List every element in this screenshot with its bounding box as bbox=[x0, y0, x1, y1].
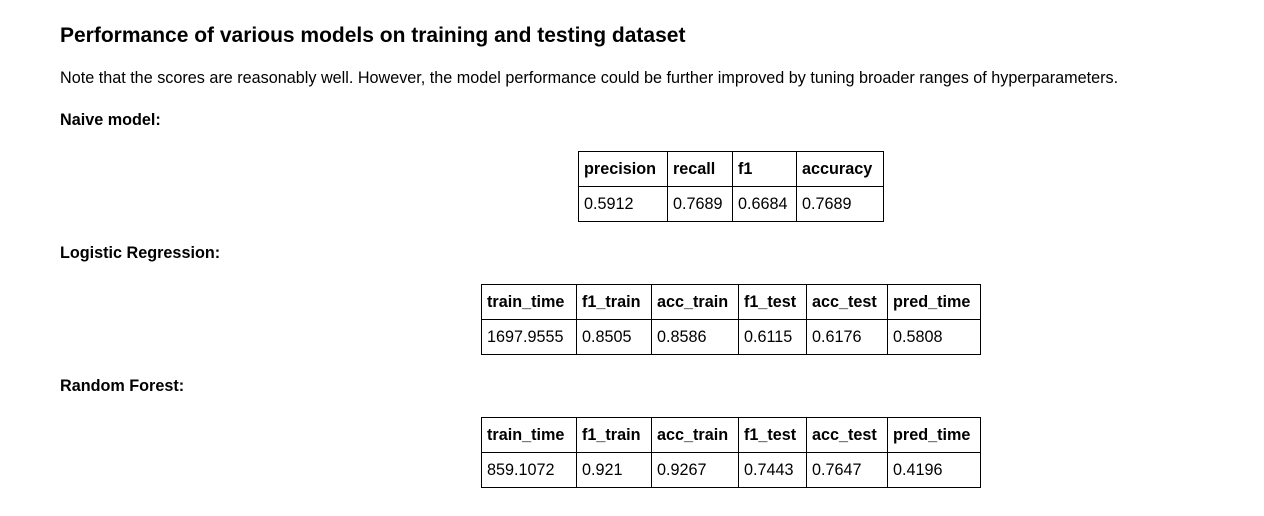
column-header: f1_test bbox=[738, 417, 807, 453]
page-title: Performance of various models on trainin… bbox=[60, 24, 686, 47]
column-header: train_time bbox=[481, 284, 577, 320]
table-cell: 0.8586 bbox=[651, 319, 739, 355]
table-cell: 0.5808 bbox=[887, 319, 981, 355]
table-cell: 0.5912 bbox=[578, 186, 668, 222]
random-forest-table: train_time f1_train acc_train f1_test ac… bbox=[481, 417, 981, 488]
table-cell: 0.8505 bbox=[576, 319, 652, 355]
column-header: f1 bbox=[732, 151, 797, 187]
table-cell: 0.4196 bbox=[887, 452, 981, 488]
column-header: acc_test bbox=[806, 284, 888, 320]
column-header: precision bbox=[578, 151, 668, 187]
table-cell: 0.7689 bbox=[796, 186, 884, 222]
note-text: Note that the scores are reasonably well… bbox=[60, 69, 1119, 87]
column-header: train_time bbox=[481, 417, 577, 453]
table-row: 0.5912 0.7689 0.6684 0.7689 bbox=[578, 186, 884, 222]
column-header: pred_time bbox=[887, 417, 981, 453]
column-header: acc_test bbox=[806, 417, 888, 453]
table-cell: 0.7647 bbox=[806, 452, 888, 488]
table-row: 1697.9555 0.8505 0.8586 0.6115 0.6176 0.… bbox=[481, 319, 981, 355]
table-row: 859.1072 0.921 0.9267 0.7443 0.7647 0.41… bbox=[481, 452, 981, 488]
table-cell: 859.1072 bbox=[481, 452, 577, 488]
section-label-naive-model: Naive model: bbox=[60, 111, 161, 129]
section-label-random-forest: Random Forest: bbox=[60, 377, 185, 395]
column-header: acc_train bbox=[651, 284, 739, 320]
table-cell: 0.921 bbox=[576, 452, 652, 488]
table-header-row: train_time f1_train acc_train f1_test ac… bbox=[481, 284, 981, 320]
table-cell: 0.6115 bbox=[738, 319, 807, 355]
table-cell: 0.9267 bbox=[651, 452, 739, 488]
table-cell: 0.7689 bbox=[667, 186, 733, 222]
table-cell: 0.6684 bbox=[732, 186, 797, 222]
column-header: pred_time bbox=[887, 284, 981, 320]
column-header: f1_train bbox=[576, 417, 652, 453]
table-header-row: train_time f1_train acc_train f1_test ac… bbox=[481, 417, 981, 453]
column-header: accuracy bbox=[796, 151, 884, 187]
table-cell: 0.7443 bbox=[738, 452, 807, 488]
table-header-row: precision recall f1 accuracy bbox=[578, 151, 884, 187]
column-header: recall bbox=[667, 151, 733, 187]
section-label-logistic-regression: Logistic Regression: bbox=[60, 244, 221, 262]
column-header: f1_test bbox=[738, 284, 807, 320]
naive-model-table: precision recall f1 accuracy 0.5912 0.76… bbox=[578, 151, 884, 222]
column-header: acc_train bbox=[651, 417, 739, 453]
table-cell: 0.6176 bbox=[806, 319, 888, 355]
table-cell: 1697.9555 bbox=[481, 319, 577, 355]
column-header: f1_train bbox=[576, 284, 652, 320]
logistic-regression-table: train_time f1_train acc_train f1_test ac… bbox=[481, 284, 981, 355]
